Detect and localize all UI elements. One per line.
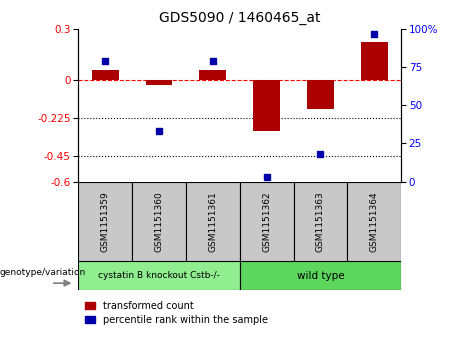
Bar [253, 80, 280, 131]
Bar [294, 182, 347, 261]
Text: GSM1151361: GSM1151361 [208, 191, 217, 252]
Text: GSM1151359: GSM1151359 [101, 191, 110, 252]
Bar [132, 182, 186, 261]
Text: GSM1151362: GSM1151362 [262, 191, 271, 252]
Text: GSM1151363: GSM1151363 [316, 191, 325, 252]
Text: cystatin B knockout Cstb-/-: cystatin B knockout Cstb-/- [98, 272, 220, 280]
Bar [240, 182, 294, 261]
Text: genotype/variation: genotype/variation [0, 269, 86, 277]
Title: GDS5090 / 1460465_at: GDS5090 / 1460465_at [159, 11, 320, 25]
Text: wild type: wild type [296, 271, 344, 281]
Bar [347, 182, 401, 261]
Bar [186, 182, 240, 261]
Bar [307, 80, 334, 109]
Text: GSM1151364: GSM1151364 [370, 191, 378, 252]
Legend: transformed count, percentile rank within the sample: transformed count, percentile rank withi… [83, 299, 270, 327]
Bar [78, 182, 132, 261]
Bar [78, 261, 240, 290]
Text: GSM1151360: GSM1151360 [154, 191, 164, 252]
Bar [361, 42, 388, 80]
Bar [92, 70, 118, 80]
Bar [146, 80, 172, 85]
Bar [199, 70, 226, 80]
Bar [240, 261, 401, 290]
